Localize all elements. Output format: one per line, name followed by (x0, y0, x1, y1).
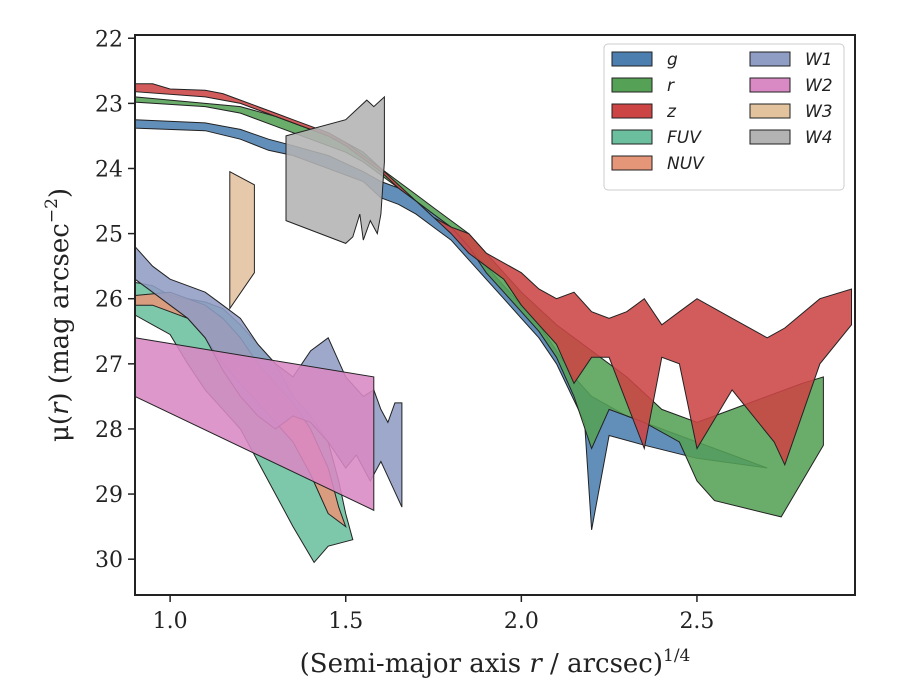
legend-label-w2: W2 (805, 76, 833, 96)
legend-swatch-g (611, 51, 653, 67)
y-tick-label: 30 (95, 548, 123, 573)
legend-label-nuv: NUV (667, 154, 705, 174)
legend-swatch-z (611, 103, 653, 119)
legend-swatch-w4 (749, 129, 791, 145)
x-axis-label: (Semi-major axis r / arcsec)1/4 (300, 646, 691, 679)
y-axis-ticks: 22 23 24 25 26 27 28 29 30 (95, 27, 135, 573)
y-tick-label: 23 (95, 92, 123, 117)
legend-swatch-w1 (749, 51, 791, 67)
x-axis-ticks: 1.0 1.5 2.0 2.5 (153, 595, 714, 634)
x-tick-label: 1.0 (153, 609, 188, 634)
series-band-w4 (285, 95, 385, 244)
legend-label-w1: W1 (805, 50, 833, 70)
y-tick-label: 25 (95, 223, 123, 248)
x-tick-label: 2.0 (504, 609, 539, 634)
legend-swatch-r (611, 77, 653, 93)
legend-label-w4: W4 (805, 128, 833, 148)
legend-label-z: z (666, 102, 677, 122)
legend: grz FUV NUV W1 W2 W3 W4 (603, 43, 845, 191)
y-tick-label: 28 (95, 418, 123, 443)
plot-frame (134, 34, 856, 596)
legend-label-g: g (667, 50, 678, 70)
series-layer (134, 83, 852, 564)
legend-label-fuv: FUV (667, 128, 702, 148)
legend-swatch-w3 (749, 103, 791, 119)
legend-label-r: r (667, 76, 675, 96)
x-tick-label: 1.5 (328, 609, 363, 634)
y-tick-label: 29 (95, 483, 123, 508)
y-tick-label: 26 (95, 288, 123, 313)
y-tick-label: 24 (95, 157, 123, 182)
x-tick-label: 2.5 (679, 609, 714, 634)
legend-swatch-w2 (749, 77, 791, 93)
y-axis-label: μ(r) (mag arcsec−2) (42, 188, 75, 442)
series-band-w3 (229, 170, 255, 311)
legend-label-w3: W3 (805, 102, 833, 122)
y-tick-label: 22 (95, 27, 123, 52)
legend-swatch-nuv (611, 155, 653, 171)
legend-swatch-fuv (611, 129, 653, 145)
y-tick-label: 27 (95, 353, 123, 378)
